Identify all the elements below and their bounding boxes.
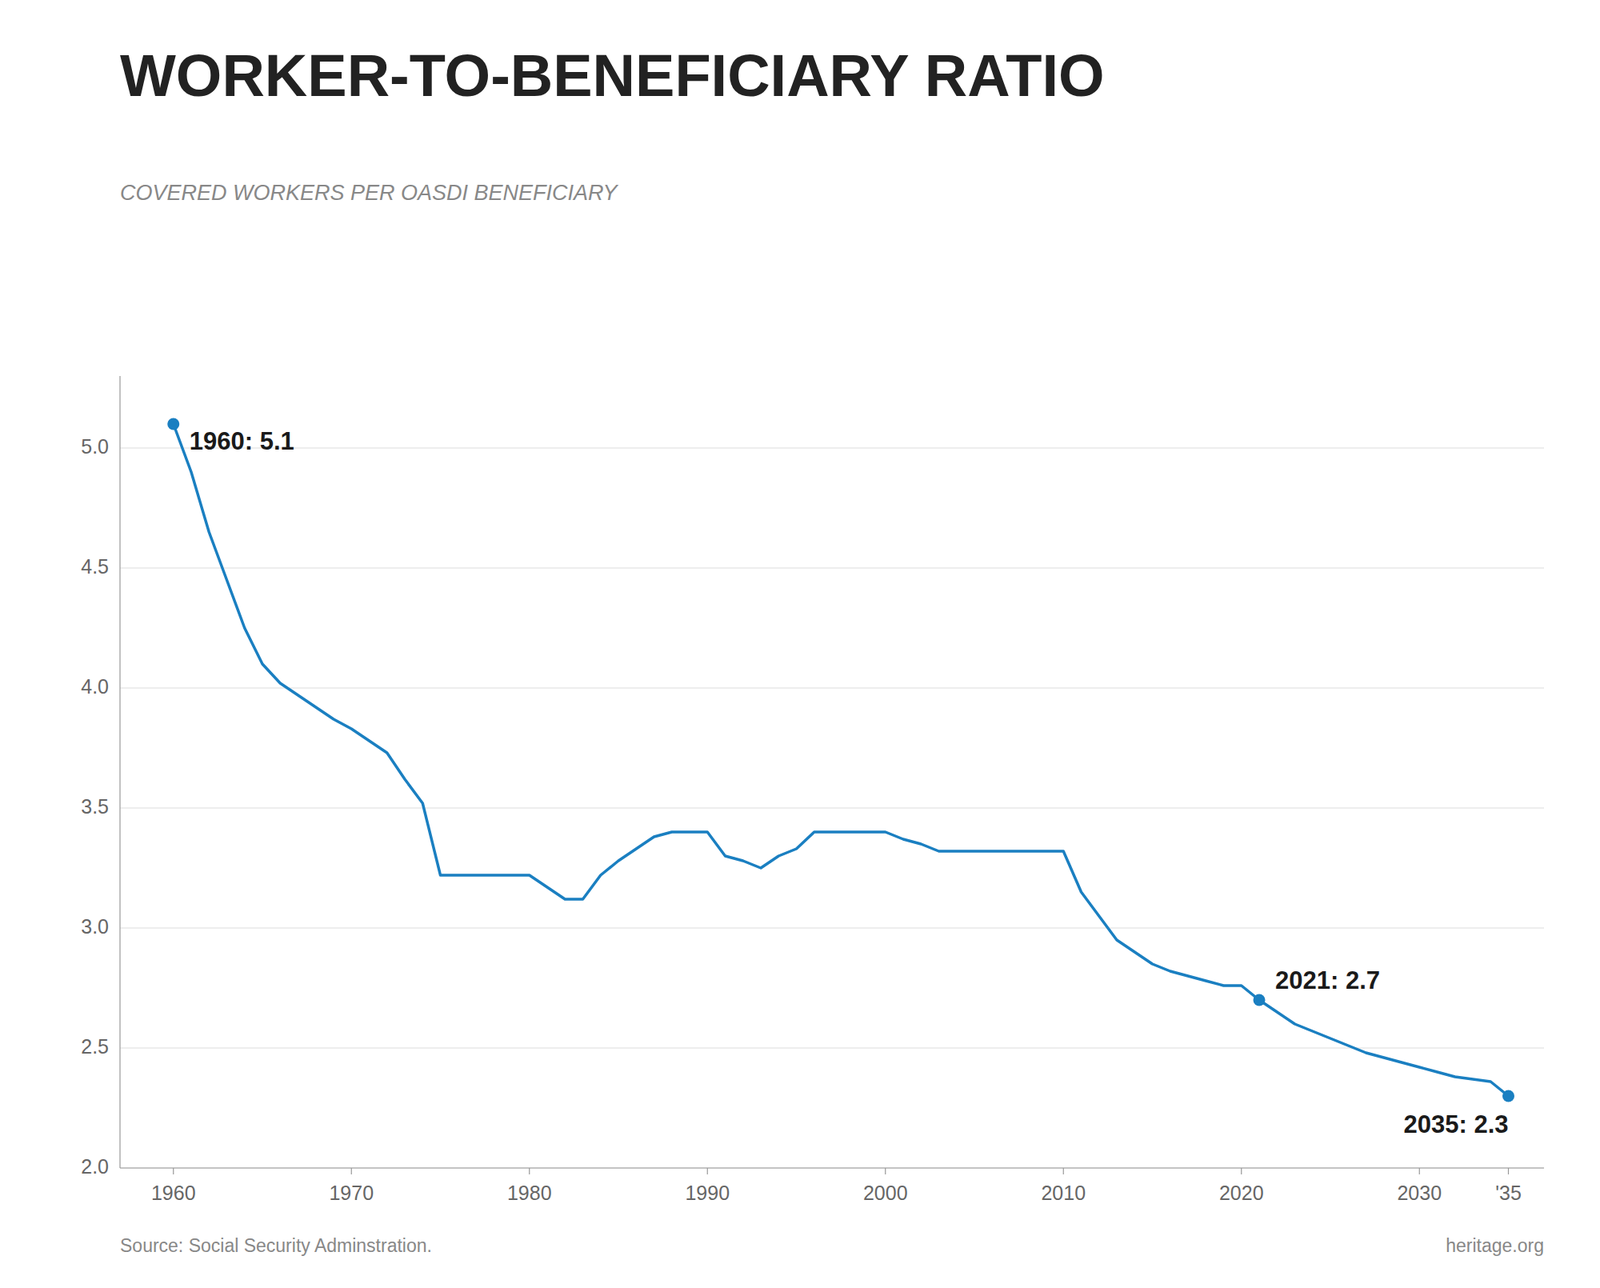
plot-area — [167, 418, 1515, 1103]
grid-line — [120, 808, 1544, 809]
x-tick-label: '35 — [1495, 1181, 1522, 1204]
annotation: 2035: 2.3 — [1404, 1110, 1509, 1139]
x-tick — [707, 1168, 708, 1175]
x-tick — [1240, 1168, 1242, 1175]
x-tick-label: 1970 — [328, 1181, 374, 1204]
x-axis-line — [120, 1167, 1544, 1168]
x-tick — [884, 1168, 886, 1175]
annotation-dot — [1502, 1090, 1515, 1103]
annotation-dot — [167, 418, 180, 431]
x-tick-label: 1960 — [151, 1181, 196, 1204]
title: WORKER-TO-BENEFICIARY RATIO — [120, 42, 1105, 109]
x-tick-label: 1980 — [507, 1181, 552, 1204]
x-tick — [1419, 1168, 1420, 1175]
annotations: 1960: 5.1 2021: 2.7 2035: 2.3 — [189, 427, 1509, 1139]
x-tick-label: 2030 — [1396, 1181, 1442, 1204]
grid-line — [120, 448, 1544, 449]
y-tick-label: 3.5 — [80, 795, 109, 818]
chart: WORKER-TO-BENEFICIARY RATIO COVERED WORKE… — [0, 0, 1600, 1288]
annotation-dot — [1253, 994, 1266, 1007]
grid-line — [120, 1048, 1544, 1049]
x-tick — [172, 1168, 174, 1175]
y-axis-line — [119, 376, 120, 1168]
line — [173, 424, 1509, 1096]
y-tick-label: 2.0 — [80, 1155, 109, 1178]
grid-line — [120, 1168, 1544, 1169]
credit: heritage.org — [1445, 1235, 1544, 1256]
annotation: 1960: 5.1 — [189, 427, 295, 456]
y-tick-label: 4.5 — [80, 555, 109, 578]
grid-line — [120, 928, 1544, 929]
y-tick-label: 5.0 — [80, 435, 109, 458]
annotation: 2021: 2.7 — [1275, 966, 1380, 995]
x-tick-label: 1990 — [684, 1181, 730, 1204]
y-tick-label: 4.0 — [80, 675, 109, 698]
y-tick-label: 2.5 — [80, 1035, 109, 1058]
grid-line — [120, 568, 1544, 569]
source: Source: Social Security Adminstration. — [120, 1235, 432, 1256]
x-tick — [528, 1168, 530, 1175]
x-tick — [1508, 1168, 1509, 1175]
y-grid: 2.0 2.5 3.0 3.5 4.0 4.5 5.0 — [80, 435, 1544, 1178]
x-tick — [1063, 1168, 1064, 1175]
x-tick-label: 2020 — [1219, 1181, 1264, 1204]
subtitle: COVERED WORKERS PER OASDI BENEFICIARY — [120, 180, 620, 205]
y-tick-label: 3.0 — [80, 915, 109, 938]
x-axis: 1960 1970 1980 1990 2000 2010 2020 2030 '35 — [151, 1168, 1522, 1204]
grid-line — [120, 688, 1544, 689]
x-tick-label: 2000 — [863, 1181, 908, 1204]
x-tick — [351, 1168, 352, 1175]
x-tick-label: 2010 — [1040, 1181, 1086, 1204]
